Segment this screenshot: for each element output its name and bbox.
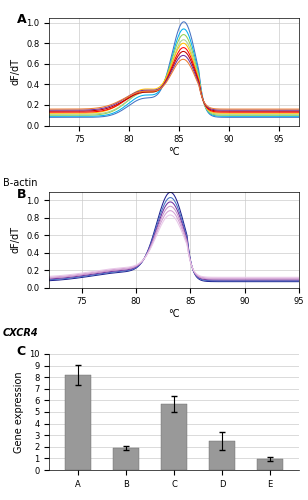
Text: A: A (17, 13, 26, 26)
Y-axis label: Gene expression: Gene expression (14, 371, 23, 453)
Bar (65, 375, 91, 470)
Text: B: B (17, 188, 26, 201)
Bar (257, 459, 283, 470)
X-axis label: °C: °C (168, 310, 180, 320)
Bar (161, 404, 187, 470)
Text: C: C (17, 344, 26, 358)
Bar (113, 448, 139, 470)
Text: CXCR4: CXCR4 (3, 328, 39, 338)
Bar (209, 441, 235, 470)
X-axis label: °C: °C (168, 147, 180, 157)
Y-axis label: dF/dT: dF/dT (11, 58, 21, 85)
Y-axis label: dF/dT: dF/dT (11, 226, 21, 253)
Text: B-actin: B-actin (3, 178, 38, 188)
